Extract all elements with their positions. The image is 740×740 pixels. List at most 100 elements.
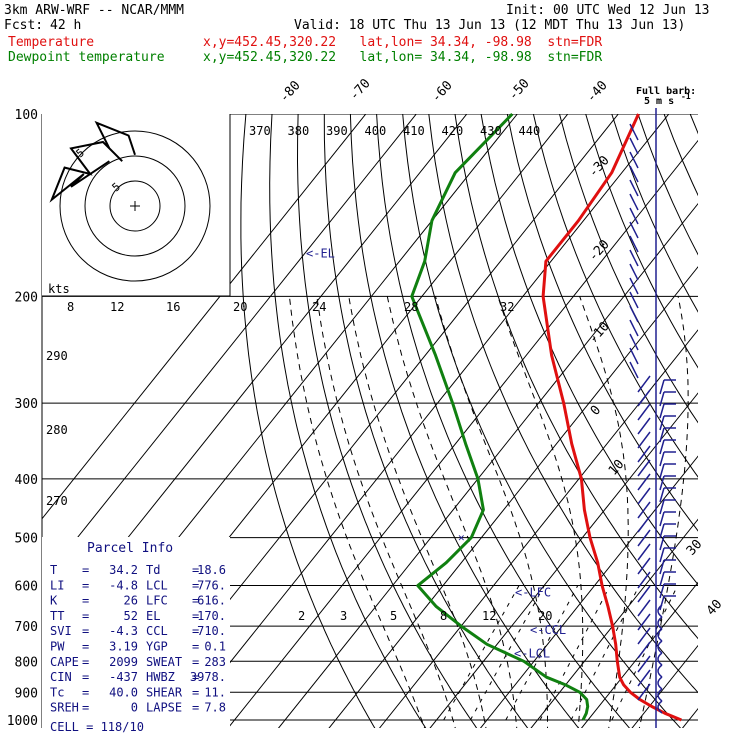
dry-adiabat-line: [559, 114, 698, 424]
parcel-key: TT: [50, 609, 64, 623]
parcel-equals: =: [82, 685, 89, 699]
parcel-equals: =: [192, 609, 199, 623]
pressure-tick-label: 600: [15, 580, 38, 595]
isotherm-tick-label: -80: [277, 78, 304, 105]
isotherm-tick-label: -50: [506, 76, 533, 103]
temperature-legend-label: Temperature: [8, 35, 95, 50]
mixing-ratio-label: 5: [390, 609, 397, 623]
wind-barb: [659, 403, 665, 419]
wind-barb: [659, 511, 665, 527]
temperature-location: x,y=452.45,320.22 lat,lon= 34.34, -98.98…: [203, 35, 603, 50]
dry-adiabat-line: [428, 114, 698, 694]
hodograph-speed-label: 8: [67, 300, 74, 314]
parcel-value: 26: [124, 594, 138, 608]
parcel-title: Parcel Info: [87, 541, 173, 556]
isotherm-tick-label: -40: [584, 78, 611, 105]
hodograph-speed-label: 24: [312, 300, 326, 314]
dewpoint-legend-label: Dewpoint temperature: [8, 50, 165, 65]
wind-barb: [657, 664, 663, 678]
parcel-equals: =: [192, 640, 199, 654]
wind-barb: [657, 700, 663, 714]
parcel-key: Tc: [50, 685, 64, 699]
parcel-equals: =: [192, 670, 199, 684]
wind-barb: [629, 207, 639, 225]
wind-barb: [637, 543, 651, 561]
mixing-ratio-line: [611, 585, 679, 721]
parcel-value: -4.8: [109, 578, 138, 592]
hodograph-speed-label: 20: [233, 300, 247, 314]
dry-adiabat-line: [376, 114, 631, 728]
theta-tick-label: 430: [480, 124, 502, 138]
parcel-equals: =: [192, 685, 199, 699]
wind-barb: [637, 389, 651, 407]
parcel-value: 3.19: [109, 640, 138, 654]
wind-barb: [629, 277, 639, 295]
parcel-key: LCL: [146, 578, 168, 592]
pressure-tick-label: 1000: [7, 714, 38, 729]
temperature-curve: [541, 113, 682, 722]
parcel-equals: =: [82, 563, 89, 577]
parcel-value: 283: [204, 655, 226, 669]
parcel-key: SREH: [50, 701, 79, 715]
wind-barb: [659, 595, 665, 611]
parcel-key: EL: [146, 609, 160, 623]
isotherm-tick-label: -10: [586, 319, 613, 346]
pressure-tick-label: 400: [15, 473, 38, 488]
isotherm-tick-label: 0: [588, 403, 604, 419]
isotherm-tick-label: 30: [684, 537, 706, 559]
mixing-ratio-line: [539, 585, 611, 721]
theta-left-tick-label: 270: [46, 494, 68, 508]
pressure-tick-label: 500: [15, 532, 38, 547]
barb-legend-units: 5 m s: [644, 96, 674, 107]
parcel-value: 170.: [197, 609, 226, 623]
wind-barb: [637, 459, 651, 477]
wind-barb: [637, 375, 651, 393]
hodograph-background: [42, 114, 230, 296]
wind-barb: [659, 499, 665, 515]
moist-adiabat-line: [638, 296, 689, 728]
moist-adiabat-line: [579, 296, 629, 728]
forecast-label: Fcst:: [4, 18, 44, 33]
parcel-equals: =: [192, 624, 199, 638]
wind-barb: [629, 151, 639, 169]
dry-adiabat-line: [480, 114, 698, 586]
level-marker-label: <-LCL: [514, 646, 550, 660]
isotherm-line: [42, 114, 417, 583]
parcel-equals: =: [82, 594, 89, 608]
wind-barb: [629, 193, 639, 211]
isotherm-line: [176, 114, 670, 728]
wind-barb: [637, 669, 651, 687]
wind-barb: [659, 463, 665, 479]
theta-tick-label: 440: [519, 124, 541, 138]
wind-barb: [637, 557, 651, 575]
dry-adiabat-line: [532, 114, 698, 478]
parcel-key: HWBZ: [146, 670, 175, 684]
parcel-value: 776.: [197, 578, 226, 592]
wind-barb: [657, 640, 663, 654]
hodograph-speed-label: 12: [110, 300, 124, 314]
hodograph-speed-label: 28: [404, 300, 418, 314]
parcel-key: LAPSE: [146, 701, 182, 715]
wind-barb: [637, 571, 651, 589]
parcel-key: LFC: [146, 594, 168, 608]
mixing-ratio-label: 12: [482, 609, 496, 623]
wind-barb: [637, 627, 651, 645]
theta-tick-label: 410: [403, 124, 425, 138]
pressure-tick-label: 800: [15, 655, 38, 670]
parcel-equals: =: [82, 624, 89, 638]
parcel-value: 710.: [197, 624, 226, 638]
wind-barb: [637, 403, 651, 421]
wind-barb: [637, 641, 651, 659]
moist-adiabat-line: [435, 296, 548, 728]
wind-barb: [629, 165, 639, 183]
wind-barb: [657, 616, 663, 630]
wind-barb: [629, 123, 639, 141]
parcel-key: LI: [50, 578, 64, 592]
wind-barb: [659, 379, 665, 395]
moist-adiabat-line: [316, 296, 456, 728]
wind-barb: [657, 604, 663, 618]
wind-barb: [629, 221, 639, 239]
parcel-key: CCL: [146, 624, 168, 638]
pressure-tick-label: 100: [15, 108, 38, 123]
